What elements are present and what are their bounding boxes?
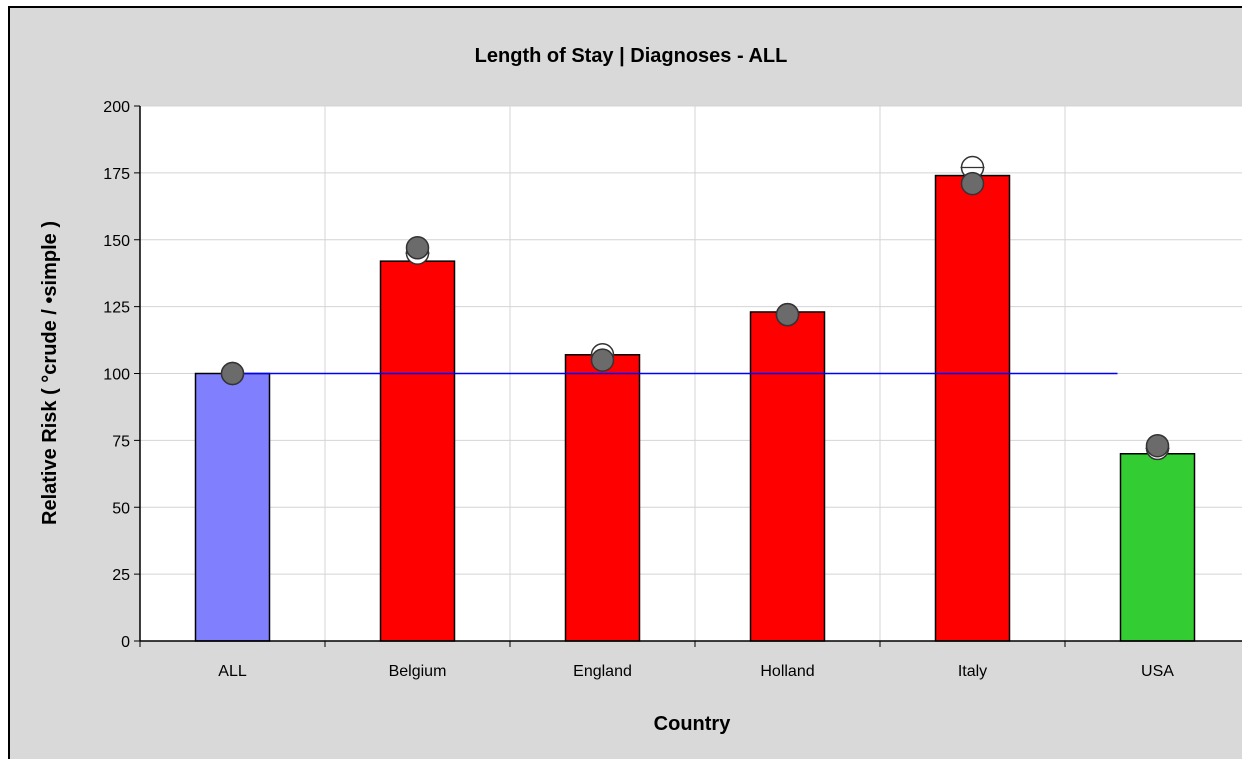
bar: [934, 174, 1011, 642]
bars: [194, 174, 1196, 642]
simple-marker: [775, 302, 800, 327]
y-tick-label: 175: [103, 166, 130, 183]
bar: [1119, 453, 1196, 642]
chart-title: Length of Stay | Diagnoses - ALL: [475, 45, 788, 67]
bar: [194, 372, 271, 642]
y-tick-label: 25: [112, 567, 130, 584]
x-tick-labels: ALL Belgium England Holland Italy USA: [218, 663, 1174, 680]
x-axis-title: Country: [654, 713, 732, 735]
y-tick-label: 125: [103, 300, 130, 317]
axes: [134, 105, 1242, 647]
y-tick-label: 100: [103, 367, 130, 384]
x-tick-label: England: [573, 663, 632, 680]
bar: [379, 260, 456, 642]
y-tick-label: 150: [103, 233, 130, 250]
simple-marker: [405, 236, 430, 260]
simple-marker: [220, 361, 245, 386]
y-tick-label: 75: [112, 433, 130, 450]
x-tick-label: Holland: [760, 663, 814, 680]
y-tick-label: 50: [112, 500, 130, 517]
simple-marker: [590, 348, 615, 372]
y-tick-labels: 0 25 50 75 100 125 150 175 200: [103, 99, 130, 651]
x-tick-label: USA: [1141, 663, 1174, 680]
y-axis-title: Relative Risk ( °crude / •simple ): [39, 221, 61, 525]
bar: [564, 354, 641, 642]
y-tick-label: 0: [121, 634, 130, 651]
simple-marker: [960, 171, 985, 196]
x-tick-label: Belgium: [389, 663, 447, 680]
markers: [220, 155, 1170, 461]
simple-marker: [1145, 433, 1170, 458]
bar: [749, 311, 826, 642]
x-tick-label: Italy: [958, 663, 987, 680]
x-tick-label: ALL: [218, 663, 247, 680]
y-tick-label: 200: [103, 99, 130, 116]
